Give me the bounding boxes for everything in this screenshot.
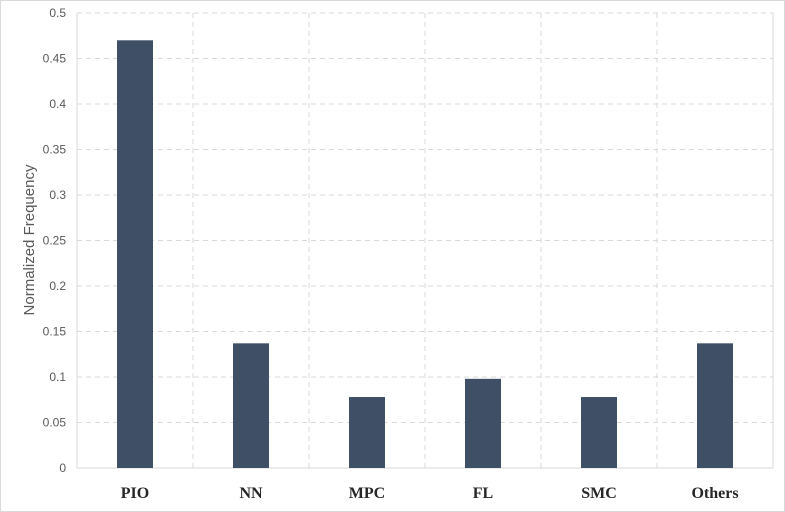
bar-smc [581, 397, 617, 468]
bar-nn [233, 343, 269, 468]
bar-mpc [349, 397, 385, 468]
y-tick-label: 0.25 [43, 234, 67, 248]
x-tick-label: MPC [349, 485, 385, 502]
y-tick-label: 0.35 [43, 143, 67, 157]
y-tick-labels: 0 0.05 0.1 0.15 0.2 0.25 0.3 0.35 0.4 0.45 0.5 [43, 6, 67, 475]
y-tick-label: 0.3 [49, 188, 66, 202]
x-tick-label: Others [691, 485, 738, 502]
x-tick-label: FL [473, 485, 493, 502]
grid-lines [76, 12, 774, 469]
y-tick-label: 0.4 [49, 97, 66, 111]
bar-pio [117, 40, 153, 469]
x-tick-label: PIO [121, 485, 149, 502]
y-tick-label: 0.45 [43, 52, 67, 66]
y-tick-label: 0.2 [49, 279, 66, 293]
y-axis-label: Normalized Frequency [21, 164, 38, 315]
y-tick-label: 0.5 [49, 6, 66, 20]
y-tick-label: 0.1 [49, 370, 66, 384]
bar-fl [465, 378, 501, 468]
y-tick-label: 0.15 [43, 325, 67, 339]
bar-others [697, 343, 733, 468]
x-tick-label: NN [239, 485, 263, 502]
x-tick-label: SMC [581, 485, 617, 502]
x-tick-labels: PIO NN MPC FL SMC Others [121, 485, 739, 502]
y-tick-label: 0.05 [43, 416, 67, 430]
y-tick-label: 0 [59, 461, 66, 475]
bars [117, 40, 733, 469]
